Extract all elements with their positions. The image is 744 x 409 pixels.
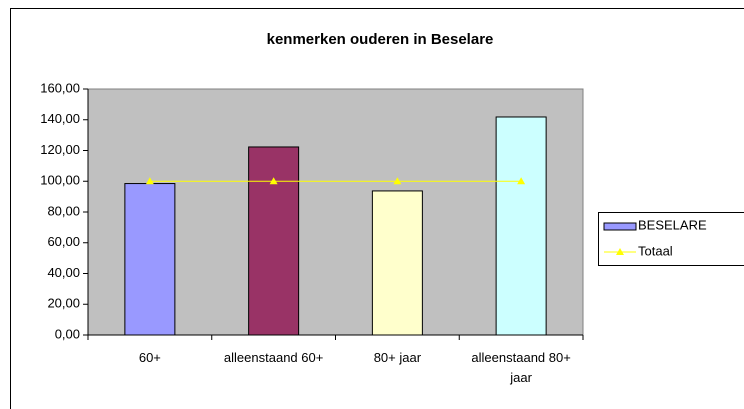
y-tick-label: 40,00: [47, 265, 80, 280]
legend-label: BESELARE: [638, 217, 707, 232]
bar: [495, 116, 547, 336]
y-tick-label: 0,00: [55, 326, 80, 341]
line-marker: [517, 177, 526, 185]
line-marker: [393, 177, 402, 185]
line-marker: [145, 177, 154, 185]
legend-swatch: [616, 248, 624, 255]
bar: [371, 190, 423, 336]
line-marker: [269, 177, 278, 185]
x-tick-label: 80+ jaar: [373, 350, 422, 365]
x-tick-label: 60+: [138, 350, 161, 365]
legend-swatch: [603, 222, 637, 231]
y-tick-label: 120,00: [40, 142, 80, 157]
legend-box: [598, 212, 744, 266]
y-tick-label: 140,00: [40, 111, 80, 126]
y-tick-label: 60,00: [47, 234, 80, 249]
y-tick-label: 80,00: [47, 203, 80, 218]
y-tick-label: 100,00: [40, 173, 80, 188]
bar: [124, 183, 176, 336]
x-tick-label: alleenstaand 60+: [223, 350, 324, 365]
legend-label: Totaal: [638, 243, 673, 258]
y-tick-label: 160,00: [40, 80, 80, 95]
y-tick-label: 20,00: [47, 296, 80, 311]
x-tick-label: alleenstaand 80+ jaar: [471, 350, 571, 385]
bar: [248, 146, 300, 336]
chart-title: kenmerken ouderen in Beselare: [267, 31, 494, 48]
